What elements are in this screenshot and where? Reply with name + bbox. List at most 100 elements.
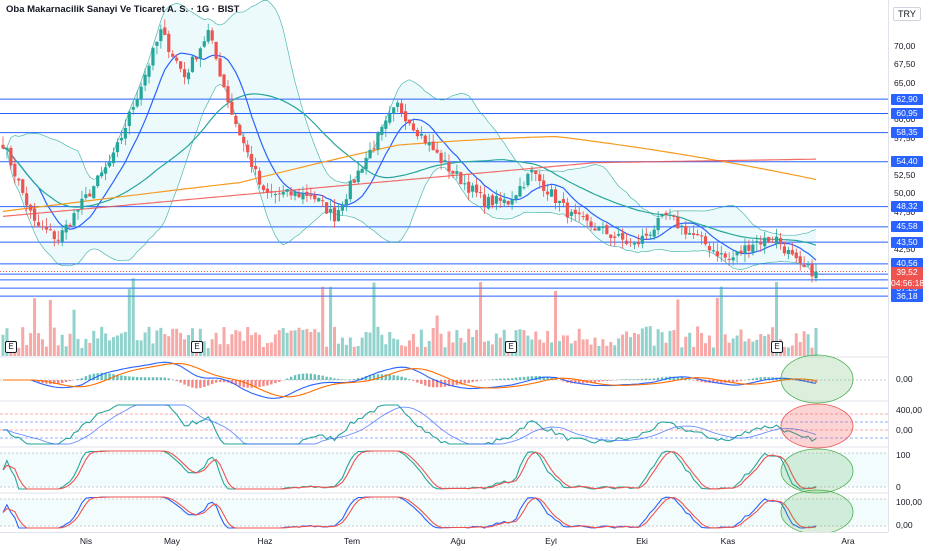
macd-histogram-bar xyxy=(606,380,608,381)
volume-bar xyxy=(522,330,525,356)
candle-body xyxy=(53,231,56,239)
volume-bar xyxy=(317,332,320,356)
candle-body xyxy=(645,234,648,236)
candle-body xyxy=(455,171,458,174)
candle-body xyxy=(167,34,170,52)
candle-body xyxy=(617,234,620,236)
volume-bar xyxy=(203,341,206,356)
candle-body xyxy=(672,216,675,217)
earnings-marker[interactable]: E xyxy=(505,341,517,353)
volume-bar xyxy=(803,331,806,356)
candle-body xyxy=(428,142,431,145)
candle-body xyxy=(759,242,762,244)
time-axis-label: Kas xyxy=(721,536,736,546)
candle-body xyxy=(475,185,478,193)
candle-body xyxy=(605,225,608,234)
candle-body xyxy=(420,134,423,136)
candle-body xyxy=(621,233,624,240)
candle-body xyxy=(471,186,474,192)
candle-body xyxy=(554,189,557,203)
currency-badge[interactable]: TRY xyxy=(893,7,921,21)
candle-body xyxy=(262,186,265,190)
candle-body xyxy=(108,162,111,166)
candle-body xyxy=(424,136,427,144)
candle-body xyxy=(684,226,687,234)
macd-histogram-bar xyxy=(696,380,698,381)
volume-bar xyxy=(467,329,470,356)
volume-bar xyxy=(605,346,608,356)
macd-histogram-bar xyxy=(389,375,391,380)
macd-histogram-bar xyxy=(77,379,79,380)
candle-body xyxy=(25,193,28,205)
candle-body xyxy=(368,150,371,158)
macd-histogram-bar xyxy=(657,378,659,380)
volume-bar xyxy=(412,334,415,356)
candle-body xyxy=(807,264,810,265)
macd-histogram-bar xyxy=(645,379,647,380)
volume-bar xyxy=(372,283,375,356)
chart-plot-area[interactable]: Oba Makarnacilik Sanayi Ve Ticaret A. S.… xyxy=(0,0,888,532)
candle-body xyxy=(29,205,32,211)
candle-body xyxy=(491,195,494,205)
volume-bar xyxy=(538,340,541,356)
volume-bar xyxy=(684,337,687,356)
stoch2-axis-label-bottom: 0,00 xyxy=(896,520,913,530)
candle-body xyxy=(65,225,68,233)
stoch1-axis-label-top: 100 xyxy=(896,450,910,460)
macd-histogram-bar xyxy=(168,378,170,380)
volume-bar xyxy=(440,334,443,356)
candle-body xyxy=(546,192,549,195)
macd-histogram-bar xyxy=(594,380,596,383)
macd-histogram-bar xyxy=(136,377,138,380)
candle-body xyxy=(80,199,83,209)
candle-body xyxy=(364,158,367,169)
candle-body xyxy=(771,242,774,243)
candle-body xyxy=(570,212,573,216)
earnings-marker[interactable]: E xyxy=(5,341,17,353)
volume-bar xyxy=(795,333,798,356)
volume-bar xyxy=(451,343,454,356)
volume-bar xyxy=(562,335,565,356)
candle-body xyxy=(499,198,502,201)
volume-bar xyxy=(657,329,660,356)
candle-body xyxy=(321,200,324,201)
price-level-tag: 36,18 xyxy=(891,291,923,302)
cci-signal-line xyxy=(3,405,816,444)
macd-histogram-bar xyxy=(250,380,252,388)
macd-histogram-bar xyxy=(333,378,335,380)
volume-bar xyxy=(369,333,372,356)
volume-bar xyxy=(645,327,648,356)
volume-bar xyxy=(33,298,36,356)
candle-body xyxy=(664,213,667,215)
volume-bar xyxy=(783,347,786,356)
macd-histogram-bar xyxy=(503,378,505,380)
volume-bar xyxy=(471,337,474,356)
candle-body xyxy=(716,251,719,256)
price-axis-tick: 52,50 xyxy=(894,170,915,180)
volume-bar xyxy=(665,343,668,356)
candle-body xyxy=(159,29,162,41)
candle-body xyxy=(120,138,123,140)
volume-bar xyxy=(41,339,44,356)
candle-body xyxy=(451,171,454,174)
macd-histogram-bar xyxy=(199,380,201,388)
macd-histogram-bar xyxy=(412,380,414,381)
chart-svg[interactable] xyxy=(0,0,888,532)
earnings-marker[interactable]: E xyxy=(771,341,783,353)
symbol-title[interactable]: Oba Makarnacilik Sanayi Ve Ticaret A. S.… xyxy=(6,4,239,15)
volume-bar xyxy=(463,342,466,356)
volume-bar xyxy=(720,287,723,356)
volume-bar xyxy=(179,333,182,356)
earnings-marker[interactable]: E xyxy=(191,341,203,353)
volume-bar xyxy=(688,333,691,356)
candle-body xyxy=(447,162,450,172)
candle-body xyxy=(215,42,218,59)
volume-bar xyxy=(254,333,257,356)
time-axis-label: May xyxy=(164,536,180,546)
macd-histogram-bar xyxy=(396,376,398,380)
volume-bar xyxy=(132,278,135,356)
candle-body xyxy=(309,195,312,196)
volume-bar xyxy=(712,348,715,356)
volume-bar xyxy=(582,339,585,356)
